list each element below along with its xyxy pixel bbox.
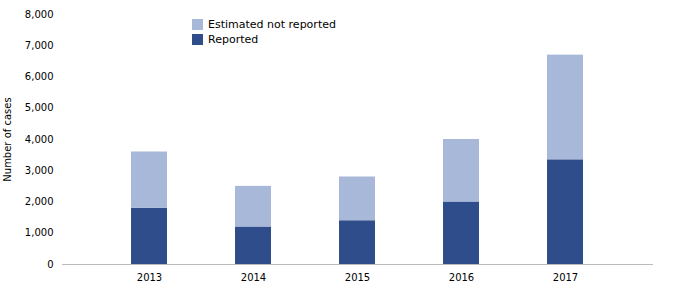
svg-text:2,000: 2,000 xyxy=(25,196,54,207)
svg-text:6,000: 6,000 xyxy=(25,71,54,82)
svg-text:1,000: 1,000 xyxy=(25,227,54,238)
svg-text:8,000: 8,000 xyxy=(25,9,54,20)
svg-text:3,000: 3,000 xyxy=(25,165,54,176)
svg-text:2016: 2016 xyxy=(449,272,474,283)
html-text:Estimated not reported: Estimated not reported xyxy=(208,18,336,31)
svg-text:4,000: 4,000 xyxy=(25,134,54,145)
svg-text:2013: 2013 xyxy=(137,272,162,283)
svg-text:5,000: 5,000 xyxy=(25,102,54,113)
svg-text:Number of cases: Number of cases xyxy=(2,97,13,181)
svg-text:2015: 2015 xyxy=(345,272,370,283)
svg-text:2017: 2017 xyxy=(553,272,578,283)
svg-text:2014: 2014 xyxy=(241,272,266,283)
svg-text:0: 0 xyxy=(47,259,53,270)
svg-text:7,000: 7,000 xyxy=(25,40,54,51)
html-text:Reported: Reported xyxy=(208,33,259,46)
